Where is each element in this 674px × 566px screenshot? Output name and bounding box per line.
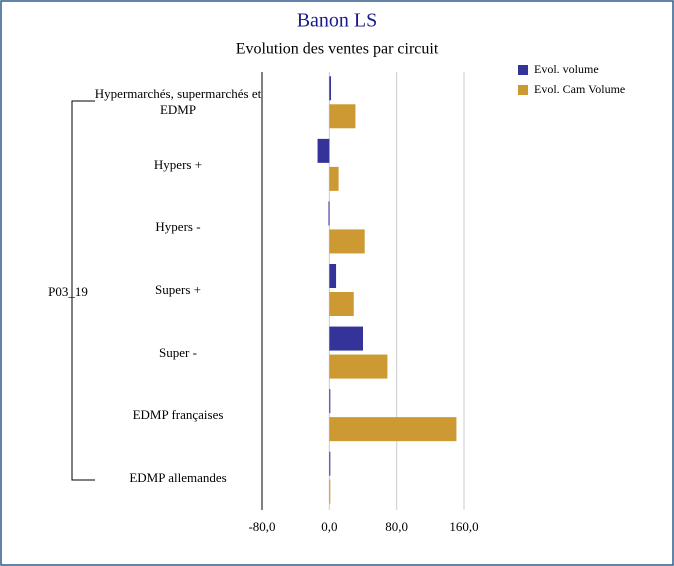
y-tick-label: Supers + <box>155 282 201 297</box>
y-tick-label: EDMP françaises <box>132 407 224 423</box>
bar <box>329 264 337 288</box>
legend-swatch <box>518 65 528 75</box>
x-tick-label: -80,0 <box>248 519 275 534</box>
bar <box>329 76 332 101</box>
legend-label: Evol. volume <box>534 62 599 76</box>
bar <box>317 138 330 163</box>
y-tick-label: Hypermarchés, supermarchés et EDMP <box>94 86 262 118</box>
bar <box>329 229 365 254</box>
chart-subtitle: Evolution des ventes par circuit <box>236 41 439 58</box>
bar <box>329 451 331 476</box>
bar <box>329 417 457 442</box>
x-tick-label: 160,0 <box>449 519 478 534</box>
bar <box>329 389 331 414</box>
legend-label: Evol. Cam Volume <box>534 82 625 96</box>
y-tick-label: Hypers - <box>155 219 201 235</box>
x-tick-label: 0,0 <box>321 519 337 534</box>
bar <box>329 166 339 191</box>
chart-title: Banon LS <box>297 10 378 32</box>
bar <box>329 292 354 316</box>
group-bracket <box>71 100 95 481</box>
legend-swatch <box>518 85 528 95</box>
bar <box>329 354 388 379</box>
x-tick-label: 80,0 <box>385 519 408 534</box>
y-tick-label: Super - <box>159 344 197 360</box>
bar <box>329 104 356 129</box>
group-label: P03_19 <box>48 284 88 299</box>
y-tick-label: EDMP allemandes <box>129 469 227 485</box>
bar <box>329 479 331 504</box>
bar <box>329 326 363 351</box>
bar <box>328 201 330 226</box>
y-tick-label: Hypers + <box>153 156 203 172</box>
